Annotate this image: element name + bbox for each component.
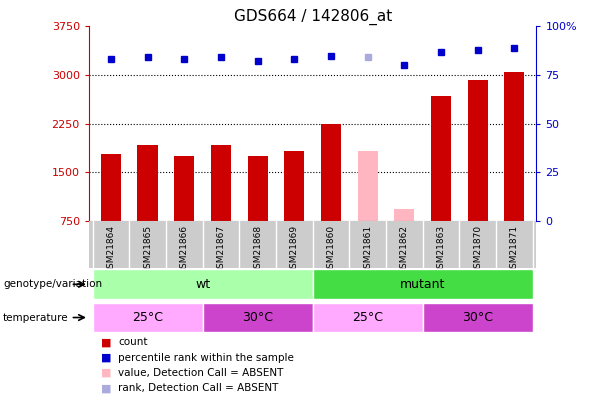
- Bar: [313, 303, 423, 333]
- Text: GSM21870: GSM21870: [473, 225, 482, 274]
- Bar: [101, 154, 121, 221]
- Title: GDS664 / 142806_at: GDS664 / 142806_at: [234, 9, 392, 25]
- Text: ■: ■: [101, 368, 112, 378]
- Text: GSM21871: GSM21871: [510, 225, 519, 274]
- Text: ■: ■: [101, 353, 112, 362]
- Bar: [174, 156, 194, 221]
- Bar: [504, 72, 525, 221]
- Text: ■: ■: [101, 384, 112, 393]
- Text: 25°C: 25°C: [132, 311, 163, 324]
- Text: GSM21862: GSM21862: [400, 225, 409, 274]
- Text: mutant: mutant: [400, 278, 446, 291]
- Bar: [137, 145, 158, 221]
- Text: wt: wt: [195, 278, 210, 291]
- Text: GSM21863: GSM21863: [436, 225, 446, 274]
- Text: GSM21860: GSM21860: [327, 225, 335, 274]
- Text: GSM21865: GSM21865: [143, 225, 152, 274]
- Text: GSM21866: GSM21866: [180, 225, 189, 274]
- Bar: [468, 79, 488, 221]
- Bar: [431, 96, 451, 221]
- Text: 30°C: 30°C: [462, 311, 493, 324]
- Text: value, Detection Call = ABSENT: value, Detection Call = ABSENT: [118, 368, 284, 378]
- Bar: [394, 209, 414, 221]
- Bar: [423, 303, 533, 333]
- Bar: [202, 303, 313, 333]
- Text: percentile rank within the sample: percentile rank within the sample: [118, 353, 294, 362]
- Bar: [284, 151, 305, 221]
- Text: GSM21864: GSM21864: [107, 225, 115, 274]
- Text: GSM21869: GSM21869: [290, 225, 299, 274]
- Bar: [211, 145, 231, 221]
- Text: 25°C: 25°C: [352, 311, 383, 324]
- Text: GSM21868: GSM21868: [253, 225, 262, 274]
- Bar: [313, 269, 533, 299]
- Bar: [93, 269, 313, 299]
- Text: rank, Detection Call = ABSENT: rank, Detection Call = ABSENT: [118, 384, 279, 393]
- Text: ■: ■: [101, 337, 112, 347]
- Text: 30°C: 30°C: [242, 311, 273, 324]
- Text: genotype/variation: genotype/variation: [3, 279, 102, 289]
- Bar: [357, 151, 378, 221]
- Text: GSM21861: GSM21861: [363, 225, 372, 274]
- Text: GSM21867: GSM21867: [216, 225, 226, 274]
- Text: count: count: [118, 337, 148, 347]
- Bar: [248, 156, 268, 221]
- Bar: [321, 124, 341, 221]
- Bar: [93, 303, 202, 333]
- Text: temperature: temperature: [3, 313, 69, 322]
